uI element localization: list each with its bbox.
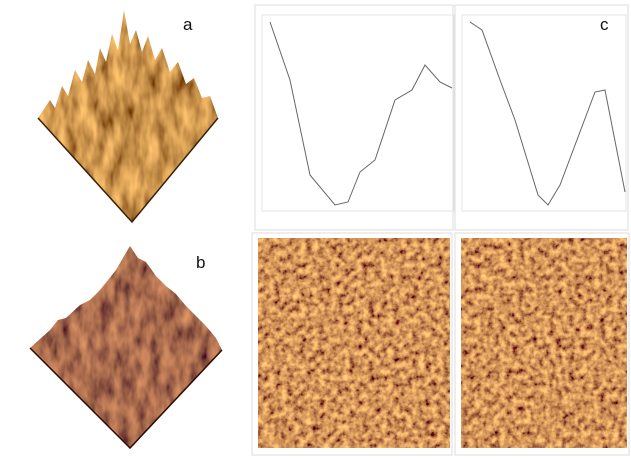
panel-label: b (196, 253, 205, 272)
plot-frame (454, 4, 629, 231)
profile-plot (454, 4, 629, 231)
plot-area (461, 14, 627, 212)
panel-label: a (183, 15, 193, 34)
profile-line (469, 21, 626, 206)
plot-frame (254, 4, 454, 231)
surface-edge (37, 117, 219, 224)
surface-edge (29, 347, 223, 450)
afm-image (258, 238, 450, 448)
afm-texture (258, 238, 450, 448)
surface-a (38, 10, 218, 222)
profile-plot (254, 4, 455, 231)
afm-texture (461, 238, 627, 448)
profile-line (269, 21, 453, 206)
panel-label: c (600, 15, 609, 34)
surface-texture (38, 10, 218, 222)
plot-area (261, 14, 455, 212)
afm-image (461, 238, 627, 448)
